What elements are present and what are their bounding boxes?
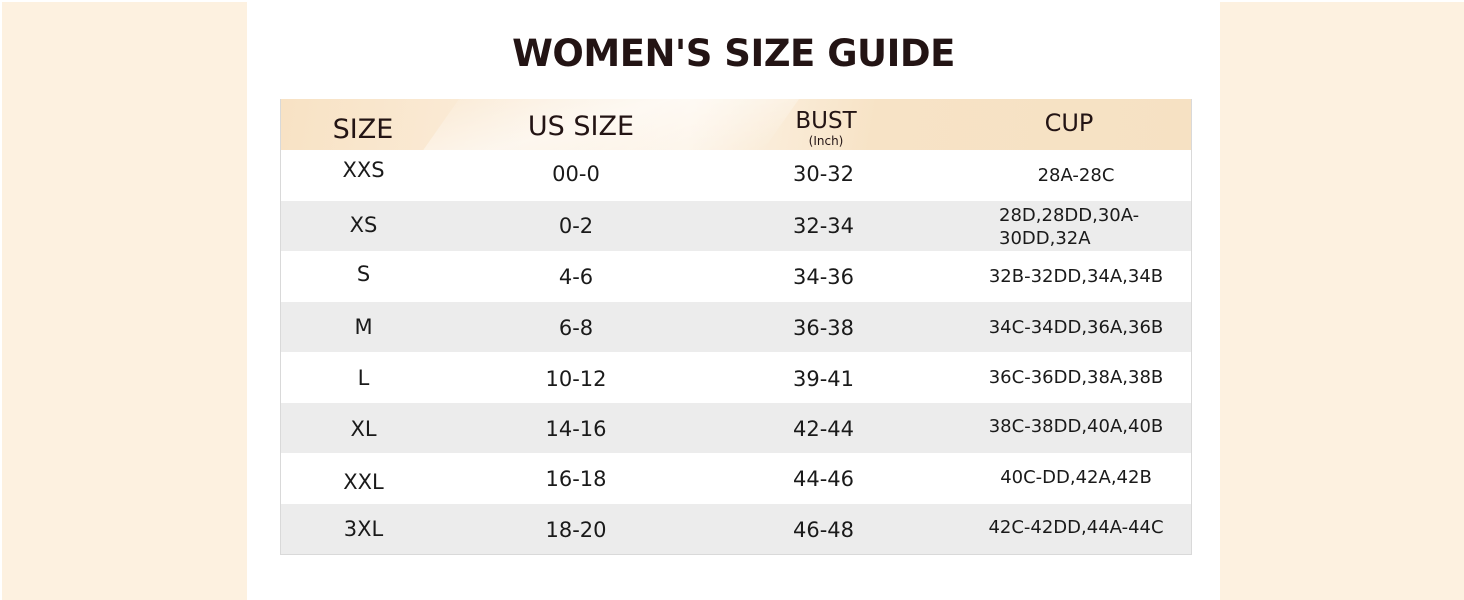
table-row: 3XL 18-20 46-48 42C-42DD,44A-44C xyxy=(281,503,1191,554)
header-bust-label: BUST xyxy=(795,107,857,134)
cup-cell: 38C-38DD,40A,40B xyxy=(988,415,1164,437)
size-cell: L xyxy=(357,366,370,390)
size-cell: XXL xyxy=(343,470,384,494)
size-cell: XXS xyxy=(342,158,385,182)
us-size-cell: 00-0 xyxy=(552,162,600,186)
header-cup: CUP xyxy=(1044,108,1094,137)
cup-cell: 40C-DD,42A,42B xyxy=(1000,467,1152,488)
left-side-panel xyxy=(2,2,247,600)
table-row: XXS 00-0 30-32 28A-28C xyxy=(281,150,1191,201)
bust-cell: 46-48 xyxy=(792,517,855,542)
bust-cell: 42-44 xyxy=(792,416,855,441)
cup-cell: 32B-32DD,34A,34B xyxy=(988,266,1164,287)
us-size-cell: 18-20 xyxy=(545,517,607,542)
us-size-cell: 4-6 xyxy=(558,265,594,289)
us-size-cell: 6-8 xyxy=(558,315,594,340)
bust-cell: 34-36 xyxy=(792,265,855,289)
us-size-cell: 14-16 xyxy=(545,416,607,441)
table-row: XL 14-16 42-44 38C-38DD,40A,40B xyxy=(281,402,1191,453)
bust-cell: 32-34 xyxy=(792,213,855,238)
table-row: XXL 16-18 44-46 40C-DD,42A,42B xyxy=(281,453,1191,504)
size-cell: XS xyxy=(349,212,378,237)
header-bust: BUST (Inch) xyxy=(781,102,871,150)
bust-cell: 36-38 xyxy=(792,315,855,340)
table-row: L 10-12 39-41 36C-36DD,38A,38B xyxy=(281,352,1191,403)
bust-cell: 44-46 xyxy=(792,467,855,491)
size-cell: S xyxy=(356,262,371,286)
us-size-cell: 16-18 xyxy=(545,467,607,491)
bust-cell: 30-32 xyxy=(792,162,855,186)
cup-cell: 42C-42DD,44A-44C xyxy=(988,516,1164,538)
table-row: XS 0-2 32-34 28D,28DD,30A-30DD,32A xyxy=(281,200,1191,251)
bust-cell: 39-41 xyxy=(792,367,855,391)
cup-cell: 34C-34DD,36A,36B xyxy=(988,316,1164,338)
size-guide-table: SIZE US SIZE BUST (Inch) CUP XXS 00-0 30… xyxy=(280,99,1192,555)
us-size-cell: 0-2 xyxy=(558,213,594,238)
table-row: S 4-6 34-36 32B-32DD,34A,34B xyxy=(281,251,1191,302)
header-size: SIZE xyxy=(332,113,394,145)
cup-cell: 28D,28DD,30A-30DD,32A xyxy=(999,204,1140,249)
header-us-size: US SIZE xyxy=(527,110,635,142)
size-cell: M xyxy=(354,314,373,339)
page-title: WOMEN'S SIZE GUIDE xyxy=(512,32,955,75)
cup-cell: 28A-28C xyxy=(1037,165,1115,186)
table-row: M 6-8 36-38 34C-34DD,36A,36B xyxy=(281,301,1191,352)
us-size-cell: 10-12 xyxy=(545,367,607,391)
right-side-panel xyxy=(1220,2,1464,600)
table-header: SIZE US SIZE BUST (Inch) CUP xyxy=(281,99,1191,150)
size-cell: 3XL xyxy=(343,516,384,541)
size-cell: XL xyxy=(350,416,377,441)
cup-cell: 36C-36DD,38A,38B xyxy=(988,367,1164,388)
header-bust-unit: (Inch) xyxy=(808,133,844,148)
